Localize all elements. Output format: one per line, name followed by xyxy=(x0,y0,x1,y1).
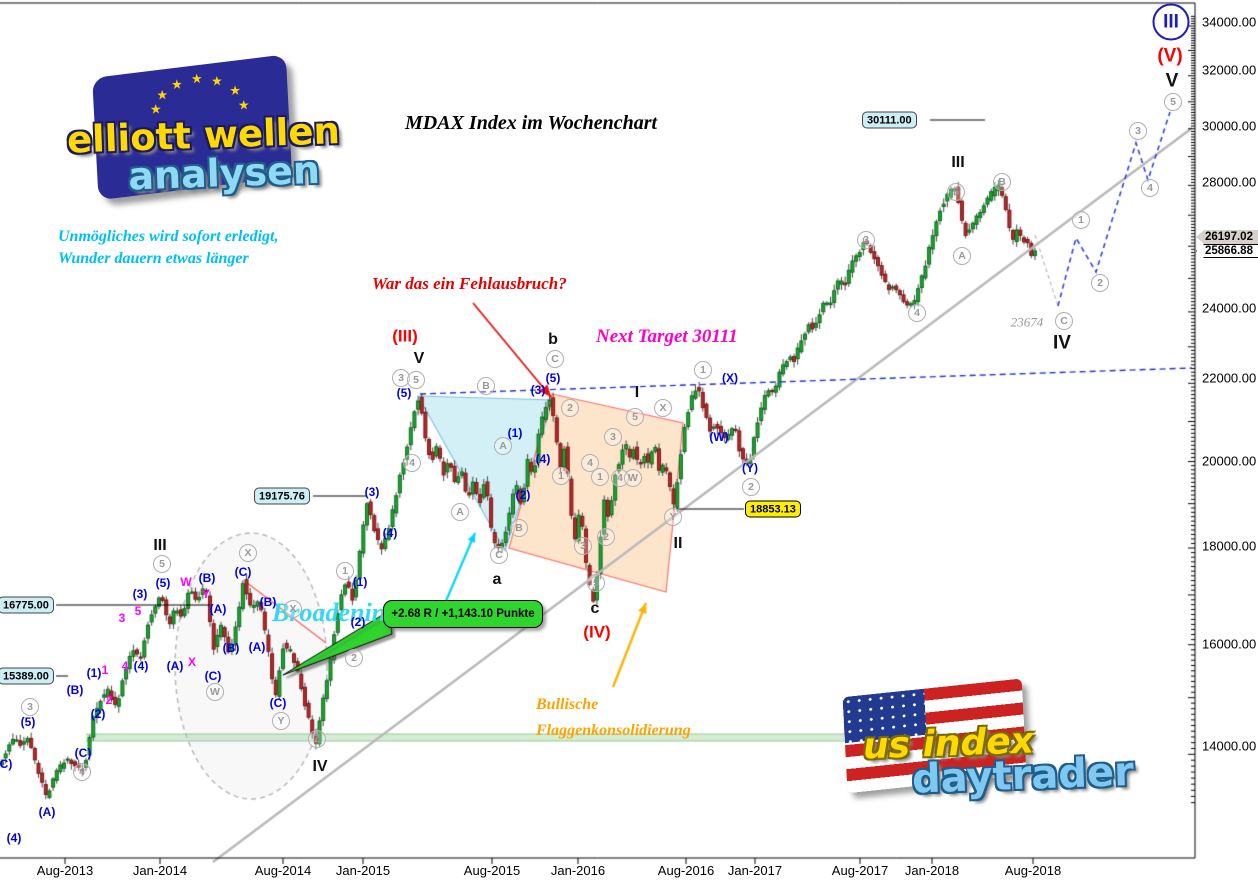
logo-text-analysen: analysen xyxy=(127,147,321,199)
elliott-wellen-analysen-logo: ★ ★ ★ ★ ★ ★ ★ elliott wellen analysen xyxy=(52,54,347,217)
measure-tooltip: +2.68 R / +1,143.10 Punkte xyxy=(383,600,543,628)
chart-title: MDAX Index im Wochenchart xyxy=(405,112,658,134)
logo-text-daytrader: daytrader xyxy=(911,748,1135,803)
us-index-daytrader-logo: us index daytrader xyxy=(841,677,1135,817)
next-target-annotation: Next Target 30111 xyxy=(596,326,738,347)
bullish-flag-annotation: Bullische Flaggenkonsolidierung xyxy=(536,696,691,739)
fehlausbruch-annotation: War das ein Fehlausbruch? xyxy=(372,274,567,293)
motto-text: Unmögliches wird sofort erledigt, Wunder… xyxy=(58,228,279,267)
